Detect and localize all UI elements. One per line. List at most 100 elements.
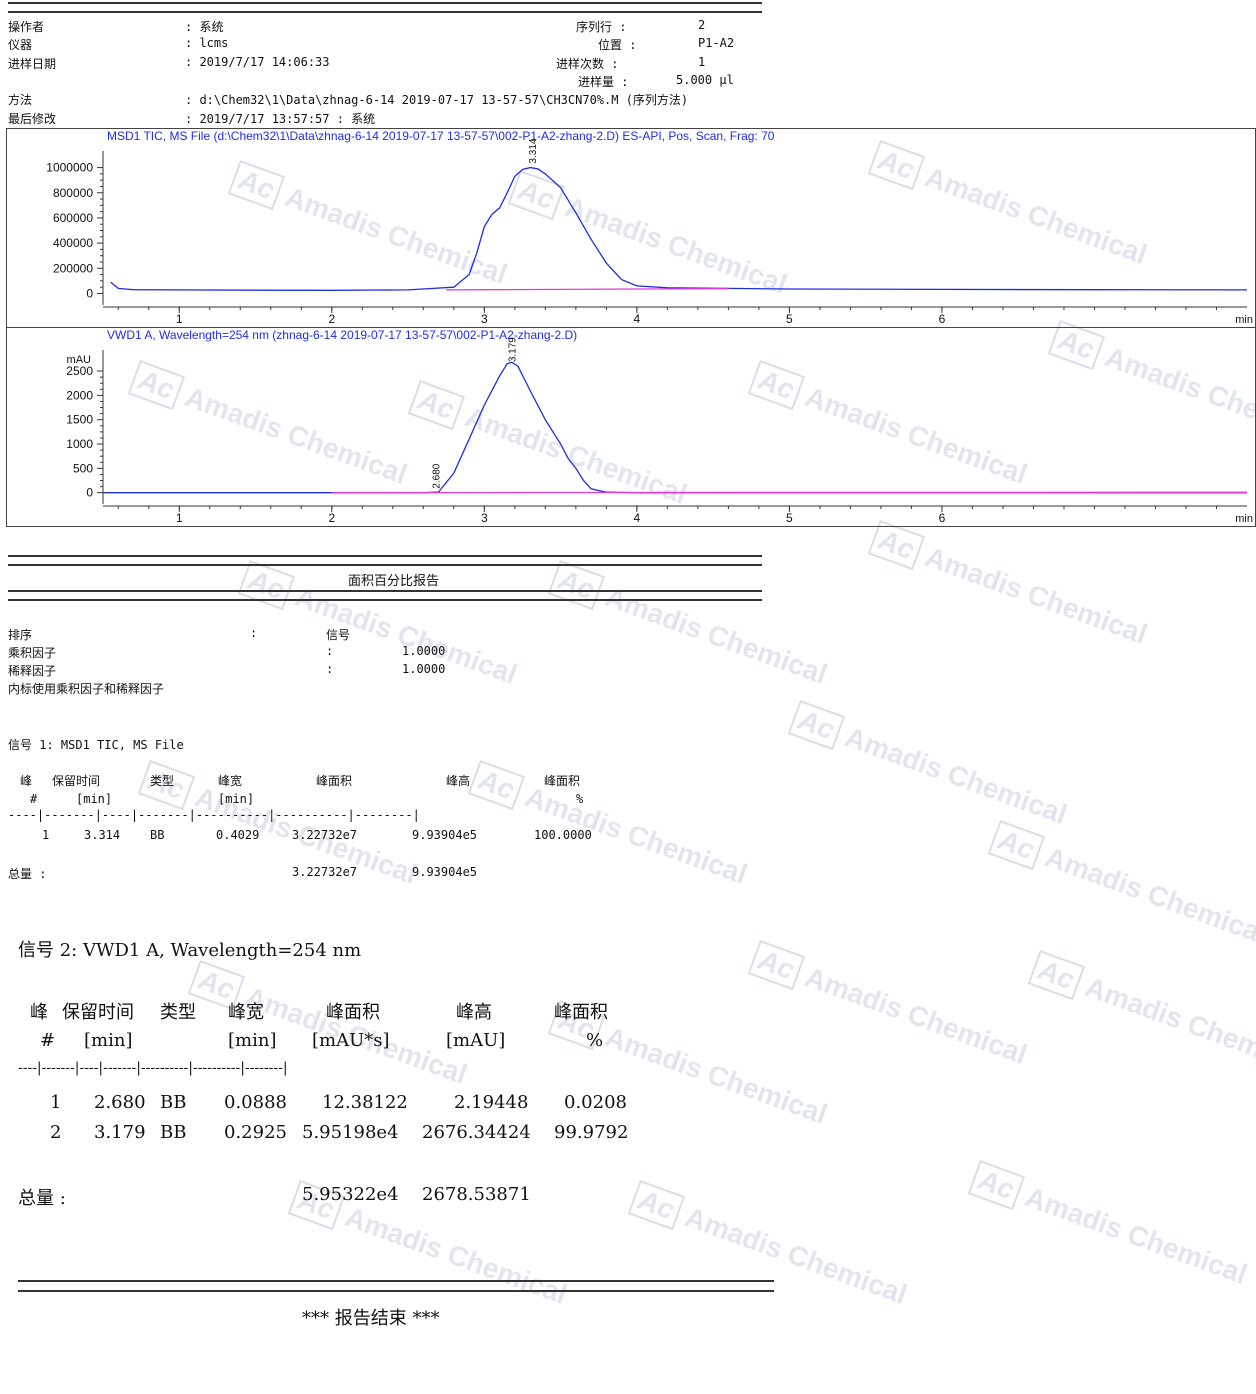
instrument-label: 仪器	[8, 38, 33, 52]
x-tick-label: 5	[786, 312, 793, 326]
watermark-logo: AcAmadis Chemical	[467, 760, 752, 893]
watermark-logo: AcAmadis Chemical	[967, 1160, 1252, 1293]
s2-r1-width: 0.0888	[224, 1092, 287, 1113]
s2-h-height: 峰高	[456, 1002, 492, 1023]
x-tick-label: 2	[328, 312, 335, 326]
s1-h-pct: 峰面积	[544, 774, 581, 788]
y-tick-label: 600000	[53, 211, 93, 225]
s1-total-height: 9.93904e5	[412, 865, 478, 879]
s1-h-peak: 峰	[20, 774, 33, 788]
s2-r1-pct: 0.0208	[564, 1092, 627, 1113]
y-tick-label: 400000	[53, 236, 93, 250]
watermark-logo: AcAmadis Chemical	[137, 760, 422, 893]
s2-total-label: 总量 :	[18, 1188, 66, 1209]
s2-h-area: 峰面积	[326, 1002, 380, 1023]
s2-h-rt: 保留时间	[62, 1002, 134, 1023]
y-tick-label: 0	[86, 486, 93, 500]
s1-h-height: 峰高	[446, 774, 471, 788]
s2-r2-pct: 99.9792	[554, 1122, 629, 1143]
y-tick-label: 0	[86, 286, 93, 300]
s2-h-pct: 峰面积	[554, 1002, 608, 1023]
s1-r1-rt: 3.314	[84, 828, 121, 842]
inj-date-label: 进样日期	[8, 57, 57, 71]
s2-r2-num: 2	[50, 1122, 62, 1143]
watermark-logo: AcAmadis Chemical	[1027, 950, 1256, 1083]
s1-h2-width: [min]	[218, 792, 255, 806]
s1-divider: ----|-------|----|-------|----------|---…	[8, 808, 420, 822]
y-tick-label: 500	[73, 461, 93, 475]
s2-h2-area: [mAU*s]	[312, 1030, 390, 1051]
watermark-logo: AcAmadis Chemical	[867, 520, 1152, 653]
s2-r2-type: BB	[160, 1122, 187, 1143]
s1-total-area: 3.22732e7	[292, 865, 358, 879]
s1-r1-height: 9.93904e5	[412, 828, 478, 842]
y-tick-label: 1500	[66, 413, 93, 427]
tic-chart: MSD1 TIC, MS File (d:\Chem32\1\Data\zhna…	[46, 129, 1253, 326]
method-label: 方法	[8, 93, 33, 107]
s2-h-width: 峰宽	[228, 1002, 264, 1023]
operator-value: : 系统	[185, 20, 224, 34]
y-axis-label: mAU	[67, 354, 92, 366]
watermark-logo: AcAmadis Chemical	[987, 820, 1256, 953]
peak-label: 2.680	[432, 463, 443, 488]
signal1-title: 信号 1: MSD1 TIC, MS File	[8, 738, 184, 752]
s1-total-label: 总量 :	[8, 867, 47, 881]
seq-line-label: 序列行 :	[576, 20, 627, 34]
x-tick-label: 5	[786, 511, 793, 525]
s2-h2-rt: [min]	[84, 1030, 133, 1051]
s1-h-type: 类型	[150, 774, 175, 788]
baseline-trace	[446, 288, 729, 291]
s2-h2-height: [mAU]	[446, 1030, 506, 1051]
inj-vol-value: 5.000 µl	[676, 73, 734, 87]
s1-r1-area: 3.22732e7	[292, 828, 358, 842]
s1-h2-rt: [min]	[76, 792, 113, 806]
x-tick-label: 2	[328, 511, 335, 525]
sort-colon: :	[250, 626, 258, 640]
last-mod-value: : 2019/7/17 13:57:57 : 系统	[185, 112, 376, 126]
seq-line-value: 2	[698, 18, 706, 32]
watermark-logo: AcAmadis Chemical	[547, 560, 832, 693]
s1-h2-pct: %	[576, 792, 584, 806]
mult-label: 乘积因子	[8, 646, 57, 660]
end-rule	[18, 1280, 774, 1292]
s1-r1-num: 1	[42, 828, 50, 842]
x-tick-label: 6	[939, 312, 946, 326]
s2-r2-area: 5.95198e4	[302, 1122, 399, 1143]
s2-total-height: 2678.53871	[422, 1184, 531, 1205]
tic-chart-panel: MSD1 TIC, MS File (d:\Chem32\1\Data\zhna…	[6, 128, 1256, 328]
position-label: 位置 :	[598, 38, 637, 52]
s1-h-width: 峰宽	[218, 774, 243, 788]
report-title: 面积百分比报告	[348, 574, 440, 589]
y-tick-label: 2000	[66, 388, 93, 402]
method-value: : d:\Chem32\1\Data\zhnag-6-14 2019-07-17…	[185, 93, 689, 107]
s2-h2-pct: %	[586, 1030, 604, 1051]
s2-r1-area: 12.38122	[322, 1092, 408, 1113]
mult-value: 1.0000	[402, 644, 446, 658]
watermark-logo: AcAmadis Chemical	[787, 700, 1072, 833]
x-tick-label: 6	[939, 511, 946, 525]
s1-h2-num: #	[30, 792, 38, 806]
chart-title: VWD1 A, Wavelength=254 nm (zhnag-6-14 20…	[107, 328, 577, 342]
s2-r1-height: 2.19448	[454, 1092, 529, 1113]
sort-label: 排序	[8, 628, 33, 642]
s2-total-area: 5.95322e4	[302, 1184, 399, 1205]
s2-divider: ----|-------|----|-------|----------|---…	[18, 1060, 288, 1076]
uv-chart: VWD1 A, Wavelength=254 nm (zhnag-6-14 20…	[66, 328, 1253, 525]
chart-title: MSD1 TIC, MS File (d:\Chem32\1\Data\zhna…	[107, 129, 775, 143]
inj-count-value: 1	[698, 55, 706, 69]
s1-r1-type: BB	[150, 828, 165, 842]
s2-h2-num: #	[40, 1030, 56, 1051]
report-rule-top	[8, 555, 762, 566]
s1-h-rt: 保留时间	[52, 774, 101, 788]
s2-h2-width: [min]	[228, 1030, 277, 1051]
position-value: P1-A2	[698, 36, 735, 50]
dil-value: 1.0000	[402, 662, 446, 676]
y-tick-label: 800000	[53, 186, 93, 200]
s2-r1-num: 1	[50, 1092, 62, 1113]
report-rule-bottom	[8, 590, 762, 601]
top-rule	[8, 2, 762, 13]
peak-label: 3.179	[508, 337, 519, 362]
s1-r1-width: 0.4029	[216, 828, 260, 842]
s2-h-peak: 峰	[30, 1002, 48, 1023]
dil-label: 稀释因子	[8, 664, 57, 678]
